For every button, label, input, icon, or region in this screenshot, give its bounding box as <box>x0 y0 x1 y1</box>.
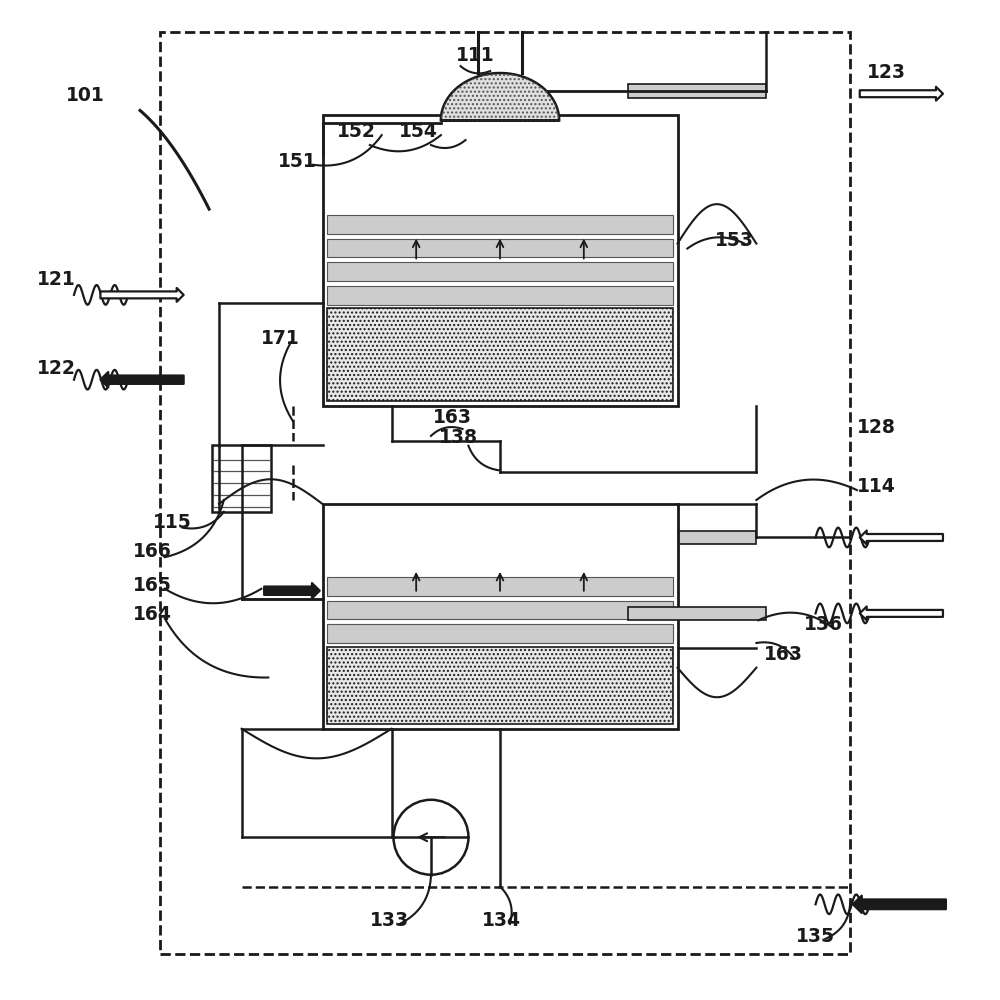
FancyArrowPatch shape <box>100 372 184 387</box>
Bar <box>628 84 766 98</box>
Text: 163: 163 <box>433 408 472 427</box>
FancyArrowPatch shape <box>860 531 943 544</box>
Text: 115: 115 <box>153 513 192 532</box>
Polygon shape <box>441 73 559 120</box>
Text: 166: 166 <box>133 542 172 561</box>
Bar <box>322 115 678 406</box>
Text: 171: 171 <box>261 329 300 348</box>
Text: 138: 138 <box>439 428 478 447</box>
Bar <box>327 262 673 281</box>
FancyArrowPatch shape <box>853 896 946 913</box>
FancyArrowPatch shape <box>860 606 943 620</box>
Text: 134: 134 <box>482 911 521 930</box>
Text: 153: 153 <box>715 231 754 250</box>
FancyArrowPatch shape <box>264 583 320 598</box>
Bar <box>327 215 673 234</box>
Bar <box>327 601 673 619</box>
Bar <box>322 504 678 729</box>
Text: 133: 133 <box>370 911 409 930</box>
Text: 164: 164 <box>133 605 172 624</box>
Text: 163: 163 <box>764 645 803 664</box>
Text: 123: 123 <box>867 63 906 82</box>
Text: 151: 151 <box>278 152 317 171</box>
Text: 121: 121 <box>37 270 75 289</box>
Bar <box>327 239 673 257</box>
Text: 128: 128 <box>857 418 896 437</box>
Bar <box>327 577 673 596</box>
Bar <box>327 308 673 401</box>
FancyArrowPatch shape <box>100 288 184 302</box>
Text: 111: 111 <box>456 46 494 65</box>
Text: 101: 101 <box>66 86 105 105</box>
Text: 135: 135 <box>796 927 835 946</box>
Text: 165: 165 <box>133 576 172 595</box>
Bar <box>212 445 271 512</box>
Text: 152: 152 <box>337 122 376 141</box>
Text: 114: 114 <box>857 477 896 496</box>
Text: 122: 122 <box>37 359 75 378</box>
Bar <box>327 624 673 643</box>
Bar <box>628 606 766 620</box>
FancyArrowPatch shape <box>860 87 943 101</box>
Bar <box>327 286 673 305</box>
Text: 154: 154 <box>399 122 438 141</box>
Bar <box>618 531 756 544</box>
Bar <box>327 647 673 724</box>
Text: 136: 136 <box>804 615 843 634</box>
Circle shape <box>394 800 468 875</box>
